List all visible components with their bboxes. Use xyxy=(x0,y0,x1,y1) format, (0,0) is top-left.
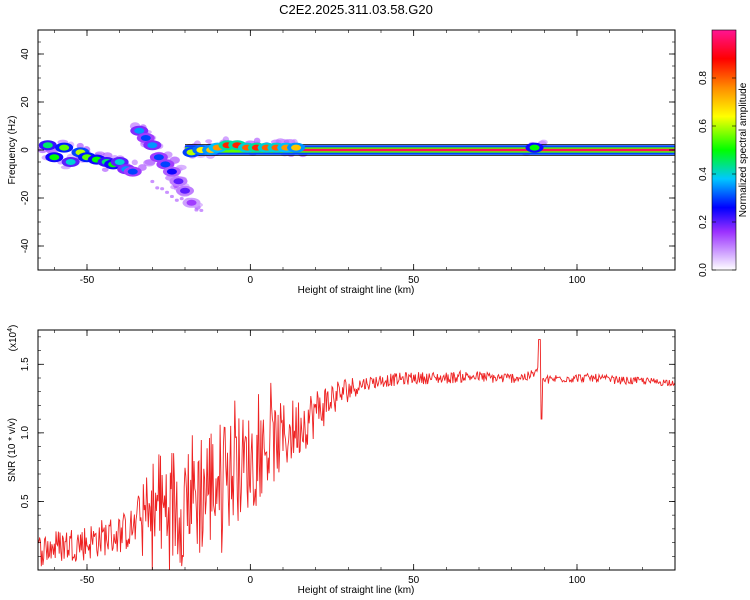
spectrogram-marks xyxy=(38,122,675,213)
spectrogram-y-tick-label: 40 xyxy=(20,48,31,60)
spectrogram-haze-cell xyxy=(174,198,179,202)
spectrogram-cluster-core xyxy=(160,161,171,168)
colorbar-tick-label: 0.2 xyxy=(698,215,709,229)
spectrogram-cluster-core xyxy=(114,159,125,165)
snr-axes: -50 0 50 100 0.5 1.0 1.5 xyxy=(20,330,676,586)
spectrogram-x-tick-label: 100 xyxy=(569,275,586,286)
spectrogram-haze-cell xyxy=(155,186,160,190)
spectrogram-cluster-core xyxy=(173,178,184,185)
snr-y-tick-label: 1.0 xyxy=(20,425,31,439)
colorbar-gradient xyxy=(711,29,737,271)
spectrogram-cluster-core xyxy=(180,187,190,194)
snr-y-scale-label: (x104) xyxy=(7,325,19,352)
spectrogram-x-tick-label: 0 xyxy=(248,275,254,286)
spectrogram-cluster-core xyxy=(166,168,177,175)
snr-series-line xyxy=(38,339,675,570)
spectrogram-axes: -50 0 50 100 -40 -20 0 20 40 xyxy=(20,29,676,286)
spectrogram-cluster-core xyxy=(127,168,138,175)
spectrogram-cluster-core xyxy=(529,144,540,151)
spectrogram-haze-cell xyxy=(160,187,165,191)
spectrogram-cluster-core xyxy=(147,142,158,149)
colorbar-ticks: 0.0 0.2 0.4 0.6 0.8 xyxy=(698,71,736,277)
spectrogram-cluster-core xyxy=(42,142,53,149)
spectrogram-haze-cell xyxy=(194,208,199,212)
snr-y-tick-label: 0.5 xyxy=(20,494,31,508)
snr-x-tick-label: 0 xyxy=(248,575,254,586)
spectrogram-haze-cell xyxy=(165,190,170,194)
colorbar-label: Normalized spectral amplitude xyxy=(738,82,749,217)
spectrogram-ridge-core xyxy=(250,148,675,152)
spectrogram-cluster-core xyxy=(140,135,151,141)
spectrogram-y-tick-label: 20 xyxy=(20,96,31,108)
snr-x-tick-label: 50 xyxy=(408,575,420,586)
spectrogram-y-tick-label: -20 xyxy=(20,190,31,205)
spectrogram-cluster-core xyxy=(291,144,302,151)
colorbar-tick-label: 0.4 xyxy=(698,167,709,181)
spectrogram-x-label: Height of straight line (km) xyxy=(298,285,415,296)
snr-y-tick-label: 1.5 xyxy=(20,357,31,371)
snr-frame xyxy=(37,329,676,571)
colorbar-tick-label: 0.0 xyxy=(698,263,709,277)
spectrogram-y-tick-label: 0 xyxy=(20,147,31,153)
spectrogram-haze-cell xyxy=(150,179,155,184)
spectrogram-haze-cell xyxy=(131,159,138,166)
spectrogram-x-tick-label: 50 xyxy=(408,275,420,286)
spectrogram-cluster-core xyxy=(186,199,197,206)
spectrogram-x-tick-label: -50 xyxy=(80,275,95,286)
colorbar-tick-label: 0.6 xyxy=(698,119,709,133)
spectrogram-haze-cell xyxy=(253,137,261,145)
spectrogram-cluster-core xyxy=(134,127,145,134)
spectrogram-haze-cell xyxy=(76,142,84,149)
spectrogram-y-label: Frequency (Hz) xyxy=(7,116,18,185)
spectrogram-haze-cell xyxy=(179,197,184,201)
spectrogram-plot: -50 0 50 100 -40 -20 0 20 40 Height of straight … xyxy=(7,29,676,296)
spectrogram-haze-cell xyxy=(101,167,109,172)
colorbar-tick-label: 0.8 xyxy=(698,71,709,85)
snr-x-tick-label: -50 xyxy=(80,575,95,586)
spectrogram-cluster-core xyxy=(153,154,164,161)
spectrogram-cluster-core xyxy=(65,159,76,165)
spectrogram-y-tick-label: -40 xyxy=(20,238,31,253)
spectrogram-haze-cell xyxy=(205,139,213,144)
spectrogram-haze-cell xyxy=(199,208,204,213)
snr-x-tick-label: 100 xyxy=(569,575,586,586)
snr-y-label: SNR (10 * v/v) xyxy=(7,418,18,482)
spectrogram-haze-cell xyxy=(169,194,174,199)
spectrogram-haze-cell xyxy=(143,159,156,167)
snr-plot: -50 0 50 100 0.5 1.0 1.5 Height of straight li… xyxy=(7,325,676,596)
chart-title: C2E2.2025.311.03.58.G20 xyxy=(279,2,433,17)
spectrogram-haze-cell xyxy=(539,139,548,145)
spectrogram-cluster-core xyxy=(59,144,70,151)
snr-x-label: Height of straight line (km) xyxy=(298,585,415,596)
colorbar: 0.0 0.2 0.4 0.6 0.8 Normalized spectral ampl… xyxy=(698,29,749,277)
spectrogram-cluster-core xyxy=(49,154,60,161)
snr-marks xyxy=(38,339,675,570)
spectrogram-haze-cell xyxy=(102,152,113,159)
